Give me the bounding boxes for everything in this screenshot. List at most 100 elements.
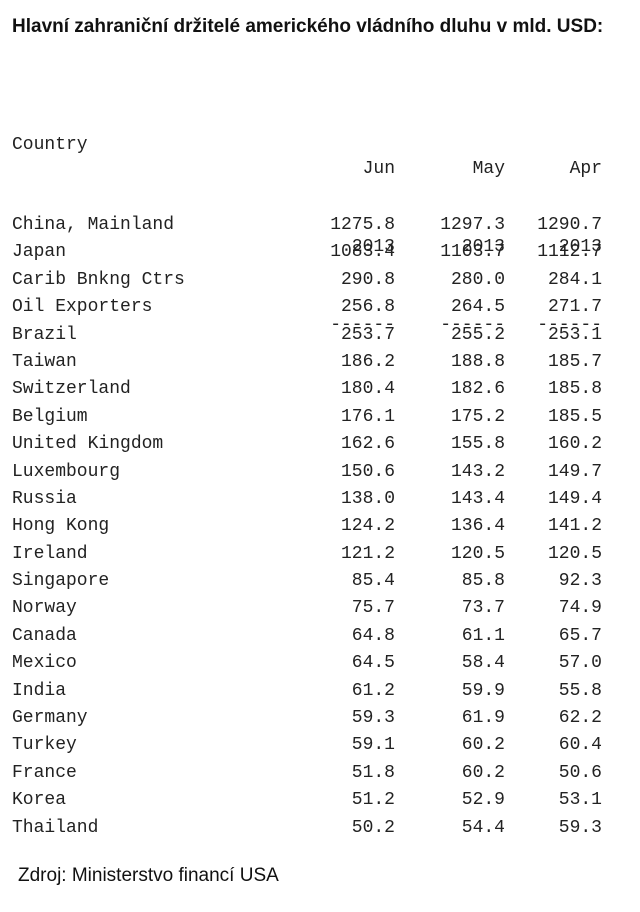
- table-row: Singapore 85.4 85.8 92.3: [0, 568, 640, 595]
- cell-value: 186.2: [340, 351, 395, 372]
- cell-value: 60.2: [461, 735, 505, 756]
- cell-value: 58.4: [461, 653, 505, 674]
- cell-value: 160.2: [547, 434, 602, 455]
- column-header-jun: Jun 2013 ------: [295, 104, 395, 390]
- table-row: Korea 51.2 52.9 53.1: [0, 787, 640, 814]
- cell-value: 85.8: [461, 571, 505, 592]
- cell-value: 253.7: [340, 324, 395, 345]
- cell-country: Turkey: [12, 735, 77, 756]
- column-year: 2013: [351, 237, 395, 257]
- column-rule: ------: [440, 315, 505, 335]
- column-rule: ------: [537, 315, 602, 335]
- cell-value: 61.2: [351, 680, 395, 701]
- cell-country: Belgium: [12, 406, 88, 427]
- cell-value: 253.1: [547, 324, 602, 345]
- cell-country: Carib Bnkng Ctrs: [12, 269, 185, 290]
- column-year: 2013: [461, 237, 505, 257]
- cell-country: Russia: [12, 488, 77, 509]
- cell-value: 1275.8: [330, 215, 395, 235]
- cell-value: 284.1: [547, 269, 602, 290]
- cell-value: 74.9: [558, 598, 602, 619]
- cell-country: Korea: [12, 790, 67, 811]
- column-month: Jun: [362, 159, 395, 179]
- cell-value: 120.5: [547, 543, 602, 564]
- cell-country: Germany: [12, 708, 88, 729]
- table-row: Thailand 50.2 54.4 59.3: [0, 815, 640, 842]
- cell-value: 149.7: [547, 461, 602, 482]
- cell-value: 182.6: [450, 379, 505, 400]
- cell-value: 57.0: [558, 653, 602, 674]
- table-row: France 51.8 60.2 50.6: [0, 760, 640, 787]
- cell-value: 65.7: [558, 625, 602, 646]
- cell-value: 59.3: [558, 817, 602, 838]
- cell-value: 60.4: [558, 735, 602, 756]
- cell-country: France: [12, 762, 77, 783]
- cell-value: 73.7: [461, 598, 505, 619]
- cell-value: 55.8: [558, 680, 602, 701]
- cell-value: 185.7: [547, 351, 602, 372]
- cell-value: 255.2: [450, 324, 505, 345]
- cell-country: Ireland: [12, 543, 88, 564]
- table-row: Carib Bnkng Ctrs 290.8 280.0 284.1: [0, 267, 640, 294]
- cell-value: 50.6: [558, 762, 602, 783]
- table-row: Ireland 121.2 120.5 120.5: [0, 541, 640, 568]
- cell-country: Oil Exporters: [12, 297, 153, 318]
- cell-value: 1083.4: [330, 242, 395, 263]
- cell-country: Japan: [12, 242, 67, 263]
- cell-value: 52.9: [461, 790, 505, 811]
- cell-value: 136.4: [450, 516, 505, 537]
- column-header-may: May 2013 ------: [405, 104, 505, 390]
- table-row: Mexico 64.5 58.4 57.0: [0, 650, 640, 677]
- cell-value: 149.4: [547, 488, 602, 509]
- cell-value: 1112.7: [537, 242, 602, 263]
- cell-value: 92.3: [558, 571, 602, 592]
- column-header-apr: Apr 2013 ------: [502, 104, 602, 390]
- table-row: Taiwan 186.2 188.8 185.7: [0, 349, 640, 376]
- cell-value: 121.2: [340, 543, 395, 564]
- table-row: India 61.2 59.9 55.8: [0, 678, 640, 705]
- cell-value: 59.9: [461, 680, 505, 701]
- table-row: Brazil 253.7 255.2 253.1: [0, 322, 640, 349]
- cell-value: 188.8: [450, 351, 505, 372]
- cell-value: 180.4: [340, 379, 395, 400]
- table-row: Belgium 176.1 175.2 185.5: [0, 404, 640, 431]
- cell-value: 53.1: [558, 790, 602, 811]
- column-month: May: [472, 159, 505, 179]
- cell-value: 59.3: [351, 708, 395, 729]
- cell-value: 175.2: [450, 406, 505, 427]
- table-row: Luxembourg 150.6 143.2 149.7: [0, 459, 640, 486]
- table-row: Russia 138.0 143.4 149.4: [0, 486, 640, 513]
- cell-value: 162.6: [340, 434, 395, 455]
- table-row: Japan 1083.4 1103.7 1112.7: [0, 239, 640, 266]
- table-row: Switzerland 180.4 182.6 185.8: [0, 376, 640, 403]
- cell-country: Mexico: [12, 653, 77, 674]
- cell-country: Taiwan: [12, 351, 77, 372]
- cell-value: 185.5: [547, 406, 602, 427]
- cell-value: 143.2: [450, 461, 505, 482]
- cell-value: 141.2: [547, 516, 602, 537]
- column-rule: ------: [330, 315, 395, 335]
- cell-value: 155.8: [450, 434, 505, 455]
- column-header-country: Country: [12, 135, 88, 155]
- table-row: Norway 75.7 73.7 74.9: [0, 595, 640, 622]
- cell-value: 271.7: [547, 297, 602, 318]
- cell-country: India: [12, 680, 67, 701]
- table-header: Country Jun 2013 ------ May 2013 ------ …: [0, 104, 640, 335]
- table-row: United Kingdom 162.6 155.8 160.2: [0, 431, 640, 458]
- cell-country: Norway: [12, 598, 77, 619]
- cell-value: 290.8: [340, 269, 395, 290]
- table-row: Germany 59.3 61.9 62.2: [0, 705, 640, 732]
- cell-country: Brazil: [12, 324, 77, 345]
- cell-value: 256.8: [340, 297, 395, 318]
- cell-value: 150.6: [340, 461, 395, 482]
- table-row: Canada 64.8 61.1 65.7: [0, 623, 640, 650]
- cell-value: 60.2: [461, 762, 505, 783]
- cell-value: 176.1: [340, 406, 395, 427]
- cell-value: 185.8: [547, 379, 602, 400]
- cell-value: 51.2: [351, 790, 395, 811]
- column-month: Apr: [569, 159, 602, 179]
- cell-country: United Kingdom: [12, 434, 164, 455]
- table-row: Oil Exporters 256.8 264.5 271.7: [0, 294, 640, 321]
- cell-value: 280.0: [450, 269, 505, 290]
- cell-value: 124.2: [340, 516, 395, 537]
